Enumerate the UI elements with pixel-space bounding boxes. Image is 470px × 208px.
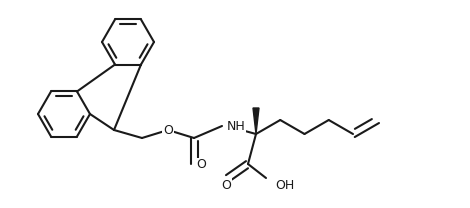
Polygon shape	[253, 108, 259, 134]
Text: O: O	[163, 124, 173, 136]
Text: O: O	[221, 179, 231, 192]
Text: NH: NH	[227, 120, 246, 132]
Text: O: O	[196, 158, 206, 172]
Text: OH: OH	[275, 179, 294, 192]
